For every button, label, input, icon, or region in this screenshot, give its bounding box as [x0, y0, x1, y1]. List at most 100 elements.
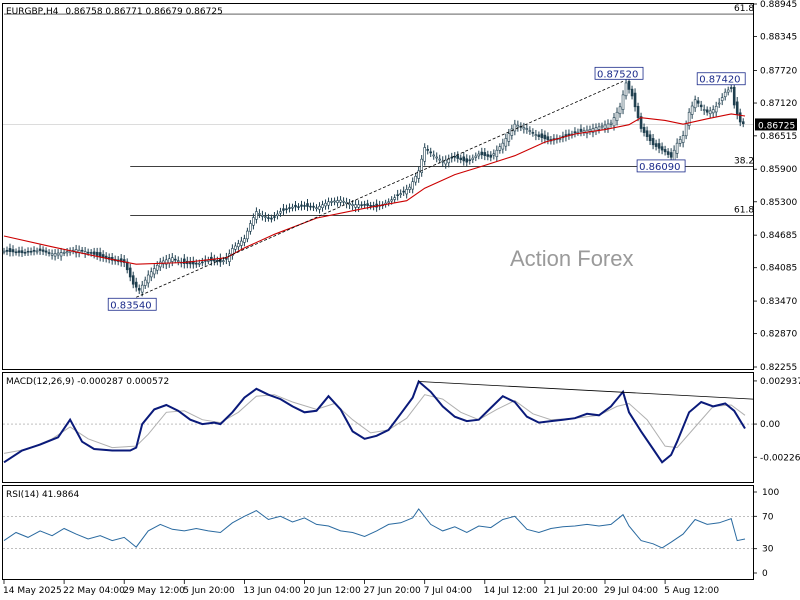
time-tick-label: 7 Jul 04:00	[424, 586, 473, 596]
price-candle	[330, 197, 333, 207]
price-overlays: 0.83540 0.87520 0.86090 0.87420 0.86725	[3, 66, 797, 311]
price-candle	[264, 212, 267, 222]
chart-header: EURGBP,H4 0.86758 0.86771 0.86679 0.8672…	[6, 7, 223, 17]
symbol-label: EURGBP,H4	[6, 7, 59, 17]
price-candle	[630, 85, 634, 100]
price-candle	[603, 120, 607, 133]
price-candle	[402, 186, 405, 196]
price-candle	[468, 155, 472, 165]
price-candle	[183, 254, 186, 269]
price-candle	[152, 264, 156, 279]
time-tick-label: 13 Jun 04:00	[243, 586, 300, 596]
rsi-tick-label: 100	[762, 488, 779, 498]
price-candle	[173, 255, 177, 264]
time-tick-label: 29 Jul 04:00	[604, 586, 658, 596]
price-tick-label: 0.86515	[760, 132, 797, 142]
time-tick-label: 22 May 04:00	[63, 586, 125, 596]
price-candle	[663, 145, 667, 156]
price-candle	[291, 203, 294, 212]
price-candle	[300, 200, 303, 211]
price-candle	[240, 236, 243, 250]
price-trendline	[136, 80, 624, 298]
price-candle	[312, 202, 315, 211]
price-candle	[38, 244, 42, 255]
price-candle	[636, 102, 640, 122]
price-candle	[447, 154, 451, 168]
price-candle	[161, 256, 165, 269]
price-candle	[648, 130, 652, 145]
price-tick-label: 0.84085	[760, 264, 797, 274]
price-candle	[681, 130, 685, 148]
price-candle	[255, 207, 258, 224]
price-candle	[270, 214, 273, 223]
price-candle	[14, 248, 18, 256]
price-candle	[606, 119, 610, 133]
rsi-line	[3, 508, 746, 549]
price-candle	[26, 247, 30, 256]
time-tick-label: 14 May 2025	[3, 586, 62, 596]
price-candle	[216, 256, 219, 266]
price-candle	[411, 177, 414, 194]
price-candle	[65, 248, 69, 257]
price-candle	[17, 246, 21, 257]
time-tick-label: 14 Jul 12:00	[484, 586, 538, 596]
price-candle	[510, 124, 514, 140]
fib-level-label: 61.8	[734, 4, 754, 14]
price-candle	[579, 124, 583, 137]
svg-text:0.83540: 0.83540	[110, 300, 151, 311]
price-candle	[732, 83, 736, 109]
rsi-tick-label: 30	[762, 545, 774, 555]
price-candle	[723, 88, 727, 101]
price-candle	[237, 239, 240, 251]
price-candle	[95, 247, 99, 260]
price-candle	[657, 138, 661, 154]
price-tick-label: 0.87720	[760, 66, 797, 76]
price-candle	[504, 133, 508, 151]
price-candle	[306, 198, 309, 212]
price-annotation: 0.87520	[594, 66, 644, 80]
price-candle	[687, 108, 691, 130]
price-candle	[297, 203, 300, 211]
price-candle	[609, 119, 613, 128]
price-candle	[348, 198, 351, 210]
price-candle	[399, 189, 402, 198]
price-tick-label: 0.82255	[760, 363, 797, 373]
price-candle	[267, 213, 270, 222]
price-candle	[53, 249, 57, 261]
price-candle	[164, 254, 168, 270]
price-candle	[675, 138, 679, 159]
price-candle	[231, 244, 234, 260]
price-candle	[23, 248, 27, 256]
price-candle	[35, 247, 39, 255]
price-candle	[540, 129, 544, 143]
price-candle	[342, 197, 345, 206]
price-tick-label: 0.85900	[760, 165, 797, 175]
price-candle	[32, 246, 36, 256]
price-candle	[50, 249, 54, 260]
price-tick-label: 0.84685	[760, 231, 797, 241]
price-tick-label: 0.88345	[760, 33, 797, 43]
price-candle	[435, 152, 439, 163]
axes-labels: 0.88945 0.88345 0.87720 0.87120 0.86515 0.859…	[3, 0, 800, 596]
price-candle	[483, 148, 487, 161]
price-candle	[59, 247, 63, 261]
price-candle	[56, 249, 60, 259]
fib-level-label: 38.2	[734, 157, 754, 167]
price-candle	[405, 184, 408, 199]
price-candle	[252, 213, 255, 230]
price-candle	[393, 194, 396, 203]
price-candle	[477, 150, 481, 160]
price-candle	[273, 211, 276, 222]
price-candle	[258, 209, 261, 218]
rsi-tick-label: 70	[762, 512, 774, 522]
price-candle	[495, 145, 499, 162]
macd-tick-label: -0.00226	[760, 453, 800, 463]
price-candle	[654, 139, 658, 151]
price-candle	[122, 255, 126, 268]
price-candle	[47, 249, 51, 257]
price-candle	[699, 100, 703, 111]
price-candle	[705, 106, 709, 116]
price-candle	[249, 220, 252, 235]
price-candle	[131, 271, 135, 289]
price-candle	[588, 125, 592, 135]
